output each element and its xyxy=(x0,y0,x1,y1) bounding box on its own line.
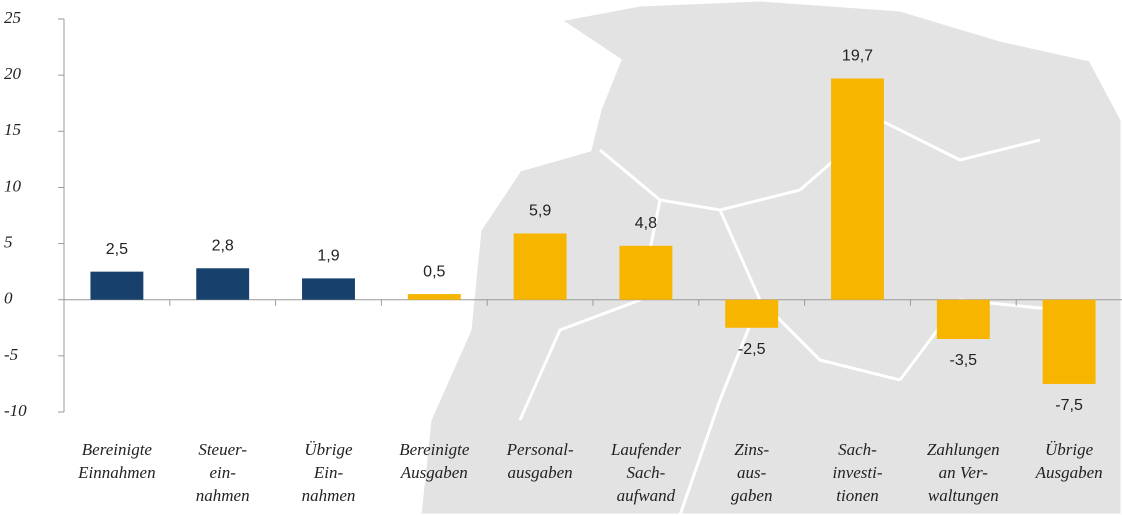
bar xyxy=(407,294,461,300)
bar xyxy=(1042,299,1096,384)
x-tick-label-line: waltungen xyxy=(928,486,999,505)
x-tick-label-line: Einnahmen xyxy=(77,463,155,482)
value-label: 5,9 xyxy=(529,203,551,220)
x-tick-label: Zins-aus-gaben xyxy=(731,440,773,505)
value-label: 4,8 xyxy=(635,215,657,232)
x-tick-label-line: ein- xyxy=(209,463,236,482)
bar xyxy=(90,271,144,300)
bar xyxy=(302,278,355,300)
bar xyxy=(936,299,990,340)
bar xyxy=(513,233,567,300)
x-tick-label-line: gaben xyxy=(731,486,773,505)
x-tick-label: Übrige Ein-nahmen xyxy=(302,440,356,505)
x-tick-label-line: Laufender xyxy=(610,440,681,459)
y-tick-label: 0 xyxy=(4,289,13,308)
bar xyxy=(831,78,884,300)
value-label: 0,5 xyxy=(423,263,445,280)
x-tick-label: Bereinigte Einnahmen xyxy=(77,440,155,482)
x-tick-label: Zahlungen an Ver-waltungen xyxy=(927,440,1000,505)
value-label: 2,8 xyxy=(212,237,234,254)
value-label: -3,5 xyxy=(950,352,978,369)
y-tick-label: -5 xyxy=(4,345,18,364)
x-tick-label-line: Zins- xyxy=(734,440,769,459)
x-tick-label-line: nahmen xyxy=(302,486,356,505)
background-map xyxy=(418,0,1122,515)
x-tick-label-line: Bereinigte xyxy=(82,440,153,459)
y-tick-label: 25 xyxy=(4,8,21,27)
x-tick-label-line: aus- xyxy=(737,463,767,482)
x-tick-label-line: aufwand xyxy=(617,486,676,505)
x-tick-label-line: Personal- xyxy=(506,440,574,459)
bar xyxy=(725,299,779,328)
x-tick-label-line: Übrige xyxy=(1045,440,1094,459)
value-label: -2,5 xyxy=(738,341,766,358)
x-tick-label-line: Bereinigte xyxy=(399,440,470,459)
x-tick-label-line: Zahlungen xyxy=(927,440,1000,459)
x-tick-label-line: Ein- xyxy=(313,463,344,482)
background-map-borders xyxy=(518,118,1061,515)
x-tick-label-line: ausgaben xyxy=(508,463,573,482)
y-tick-label: -10 xyxy=(4,401,27,420)
x-tick-label-line: Sach- xyxy=(627,463,666,482)
y-tick-label: 15 xyxy=(4,120,21,139)
y-tick-label: 5 xyxy=(4,232,13,251)
value-label: 1,9 xyxy=(317,248,339,265)
x-tick-label: Übrige Ausgaben xyxy=(1035,440,1103,482)
x-tick-label-line: tionen xyxy=(836,486,879,505)
x-tick-label: Sach-investi-tionen xyxy=(832,440,882,505)
x-tick-label: Steuer-ein-nahmen xyxy=(196,440,250,505)
x-tick-label-line: Ausgaben xyxy=(1035,463,1103,482)
x-tick-label: Bereinigte Ausgaben xyxy=(399,440,470,482)
bar xyxy=(196,268,250,300)
x-tick-label-line: nahmen xyxy=(196,486,250,505)
y-tick-label: 10 xyxy=(4,176,22,195)
x-tick-label-line: Übrige xyxy=(304,440,353,459)
x-tick-label-line: investi- xyxy=(832,463,882,482)
value-label: -7,5 xyxy=(1055,397,1083,414)
x-tick-label-line: Ausgaben xyxy=(400,463,468,482)
value-label: 19,7 xyxy=(842,48,873,65)
x-tick-label-line: Sach- xyxy=(838,440,877,459)
y-tick-label: 20 xyxy=(4,64,22,83)
bar xyxy=(619,245,673,300)
x-tick-label: Personal-ausgaben xyxy=(506,440,574,482)
x-tick-label: Laufender Sach-aufwand xyxy=(610,440,681,505)
x-tick-label-line: Steuer- xyxy=(198,440,247,459)
value-label: 2,5 xyxy=(106,241,128,258)
x-tick-label-line: an Ver- xyxy=(939,463,989,482)
